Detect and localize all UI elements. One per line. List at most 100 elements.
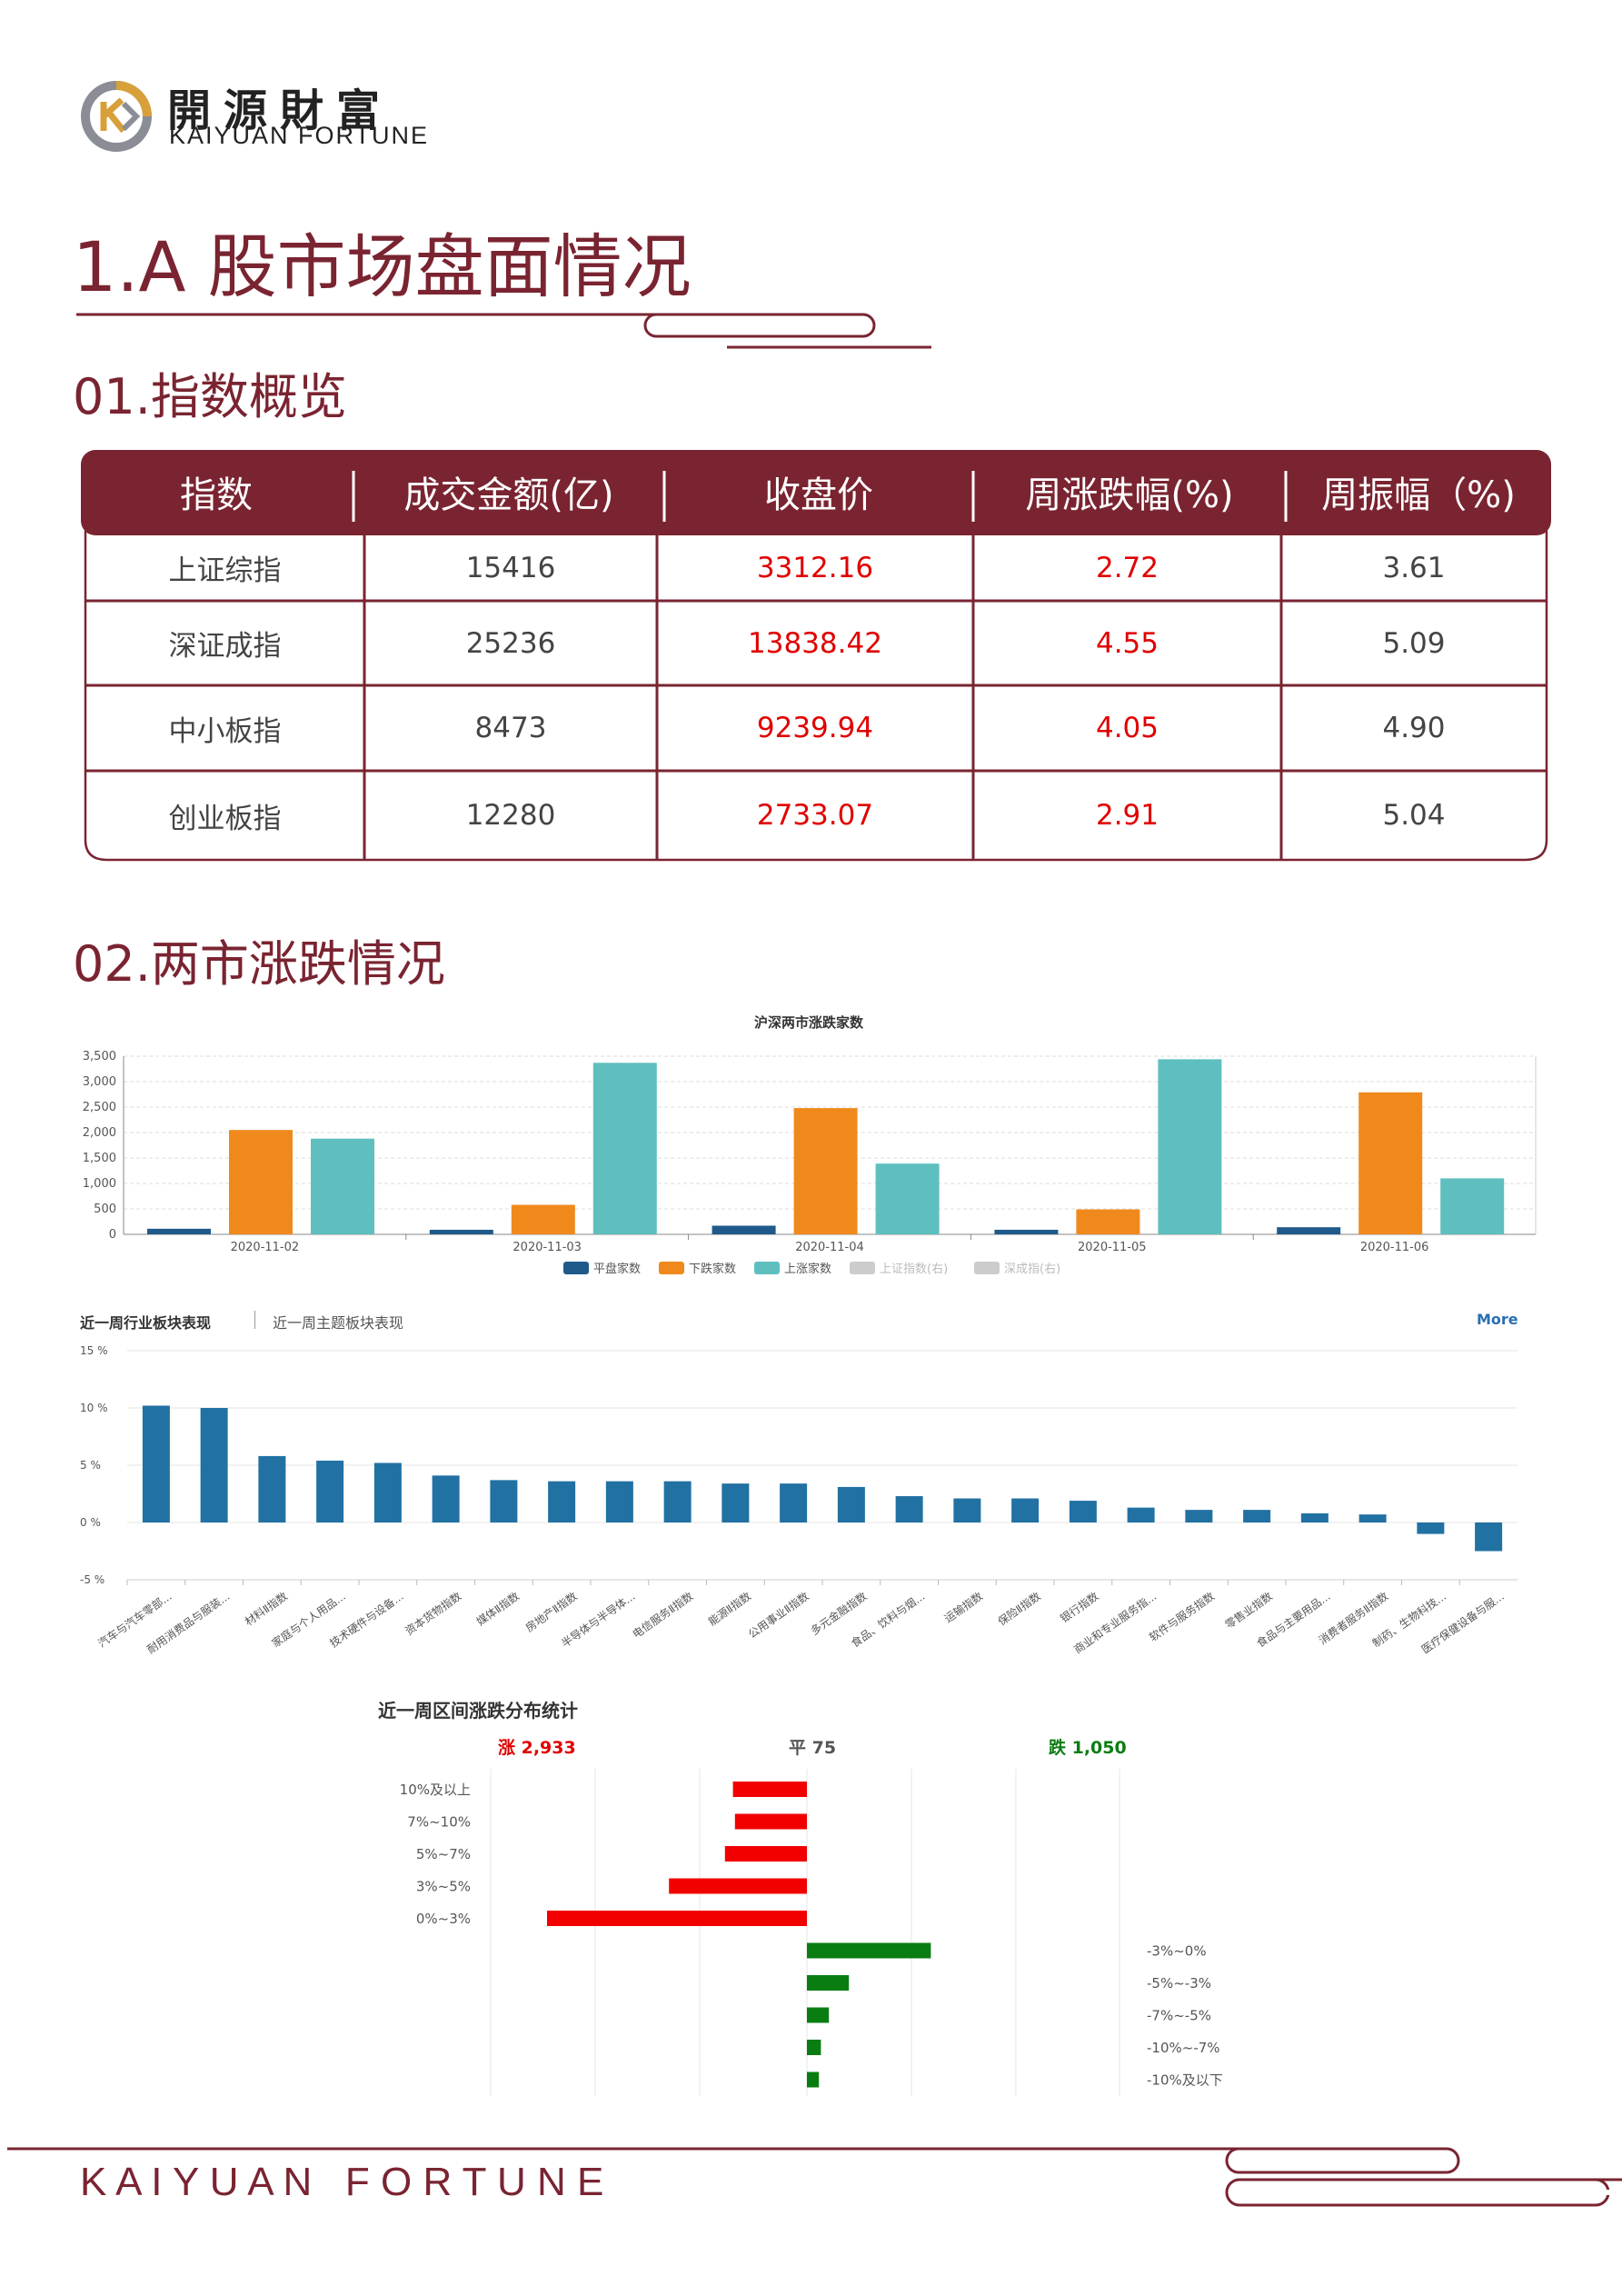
down-bar: [807, 1975, 850, 1991]
sector-bar[interactable]: [1011, 1498, 1040, 1522]
y-tick-label: 0 %: [80, 1516, 101, 1529]
y-tick-label: 0: [109, 1228, 116, 1242]
legend-label-inactive[interactable]: 深成指(右): [1004, 1263, 1060, 1276]
legend-swatch[interactable]: [563, 1262, 589, 1274]
sector-bar[interactable]: [780, 1483, 808, 1522]
table-cell-amount: 25236: [465, 626, 556, 660]
header-amount: 成交金额(亿): [403, 474, 614, 516]
bar-上涨家数: [1158, 1059, 1222, 1234]
sector-bar[interactable]: [1300, 1512, 1328, 1522]
up-bar: [734, 1813, 807, 1830]
sector-bar[interactable]: [548, 1481, 576, 1522]
bar-平盘家数: [429, 1229, 493, 1234]
table-cell-amplitude: 3.61: [1382, 551, 1446, 584]
y-tick-label: 1,000: [83, 1177, 116, 1191]
footer-text: K A I Y U A N F O R T U N E: [80, 2160, 604, 2204]
subsection-market-advance-decline: 02.两市涨跌情况: [73, 935, 445, 993]
table-cell-amount: 15416: [465, 551, 556, 584]
x-tick-label: 2020-11-03: [512, 1241, 582, 1254]
logo-cn: 開源財富: [167, 85, 393, 136]
legend-swatch[interactable]: [754, 1262, 780, 1274]
table-cell-close: 2733.07: [756, 799, 874, 832]
y-tick-label: 5 %: [80, 1459, 101, 1472]
y-tick-label: 3,500: [83, 1050, 116, 1063]
sector-bar[interactable]: [1069, 1501, 1097, 1522]
up-bar: [669, 1878, 807, 1894]
sector-bar[interactable]: [663, 1481, 692, 1522]
bar-上涨家数: [1440, 1178, 1505, 1234]
down-bar: [807, 2071, 820, 2088]
table-cell-change: 2.72: [1095, 551, 1159, 584]
y-tick-label: 2,000: [83, 1126, 116, 1140]
index-table: 指数 成交金额(亿) 收盘价 周涨跌幅(%) 周振幅（%) 上证综指 15416 3…: [80, 449, 1552, 863]
header-amplitude: 周振幅（%): [1321, 474, 1516, 516]
sector-bar[interactable]: [895, 1496, 923, 1522]
x-tick-label: 银行指数: [1058, 1589, 1101, 1625]
sector-bar[interactable]: [490, 1480, 518, 1522]
table-cell-amplitude: 5.04: [1382, 799, 1446, 832]
table-cell-change: 4.55: [1095, 626, 1159, 660]
y-tick-label: 1,500: [83, 1152, 116, 1165]
more-link[interactable]: More: [1477, 1311, 1518, 1328]
table-cell-amount: 8473: [474, 712, 547, 744]
x-tick-label: 保险Ⅱ指数: [995, 1589, 1043, 1628]
bar-下跌家数: [229, 1130, 293, 1234]
legend-label[interactable]: 下跌家数: [689, 1262, 736, 1276]
table-cell-amplitude: 4.90: [1382, 712, 1446, 744]
bar-平盘家数: [147, 1228, 211, 1234]
legend-swatch-inactive[interactable]: [974, 1262, 1000, 1274]
bar-平盘家数: [711, 1225, 776, 1234]
sector-bar[interactable]: [837, 1486, 865, 1522]
footer-decoration: [7, 2147, 1622, 2207]
sector-bar[interactable]: [1358, 1514, 1387, 1522]
legend-label[interactable]: 平盘家数: [593, 1262, 641, 1276]
sector-bar[interactable]: [258, 1455, 286, 1522]
sector-bar[interactable]: [953, 1498, 981, 1522]
sector-bar[interactable]: [373, 1462, 402, 1522]
x-tick-label: 运输指数: [941, 1589, 985, 1625]
tab-divider: [254, 1311, 255, 1329]
up-bar: [547, 1911, 807, 1926]
up-category-label: 3%~5%: [416, 1879, 471, 1895]
sector-bar[interactable]: [721, 1483, 750, 1522]
up-category-label: 10%及以上: [400, 1782, 471, 1798]
tab-theme-sector[interactable]: 近一周主题板块表现: [273, 1314, 404, 1332]
sector-bar[interactable]: [605, 1481, 633, 1522]
header-index: 指数: [180, 474, 253, 516]
title-underline-decoration: [76, 313, 931, 349]
table-cell-close: 3312.16: [756, 551, 874, 584]
sector-bar[interactable]: [1417, 1522, 1445, 1534]
up-category-label: 7%~10%: [407, 1814, 471, 1831]
bar-上涨家数: [875, 1163, 940, 1234]
sector-bar[interactable]: [316, 1460, 344, 1522]
down-category-label: -7%~-5%: [1147, 2008, 1211, 2024]
x-tick-label: 2020-11-06: [1360, 1241, 1429, 1254]
legend-label-inactive[interactable]: 上证指数(右): [880, 1263, 948, 1276]
header-change: 周涨跌幅(%): [1025, 474, 1234, 516]
x-tick-label: 资本货物指数: [403, 1589, 464, 1638]
sector-bar[interactable]: [1475, 1522, 1503, 1552]
table-cell-name: 上证综指: [168, 554, 282, 587]
x-tick-label: 房地产Ⅱ指数: [522, 1589, 580, 1634]
legend-swatch[interactable]: [659, 1262, 684, 1274]
legend-swatch-inactive[interactable]: [850, 1262, 875, 1274]
table-frame: [81, 450, 1551, 862]
y-tick-label: 2,500: [83, 1101, 116, 1114]
table-cell-close: 13838.42: [748, 626, 882, 660]
sector-bar[interactable]: [1243, 1510, 1271, 1522]
logo-en: KAIYUAN FORTUNE: [169, 122, 430, 149]
sector-bar[interactable]: [432, 1475, 460, 1522]
x-tick-label: 2020-11-05: [1078, 1241, 1147, 1254]
chart-title: 沪深两市涨跌家数: [753, 1014, 863, 1031]
bar-平盘家数: [994, 1229, 1059, 1234]
sector-bar[interactable]: [1127, 1507, 1155, 1522]
legend-label[interactable]: 上涨家数: [784, 1262, 831, 1276]
bar-下跌家数: [1076, 1209, 1140, 1234]
summary-flat: 平 75: [789, 1738, 837, 1758]
down-bar: [807, 2040, 821, 2055]
sector-bar[interactable]: [200, 1408, 228, 1522]
tab-industry-sector[interactable]: 近一周行业板块表现: [80, 1314, 212, 1332]
sector-bar[interactable]: [142, 1405, 170, 1522]
x-tick-label: 零售业指数: [1222, 1589, 1275, 1632]
sector-bar[interactable]: [1185, 1510, 1213, 1522]
